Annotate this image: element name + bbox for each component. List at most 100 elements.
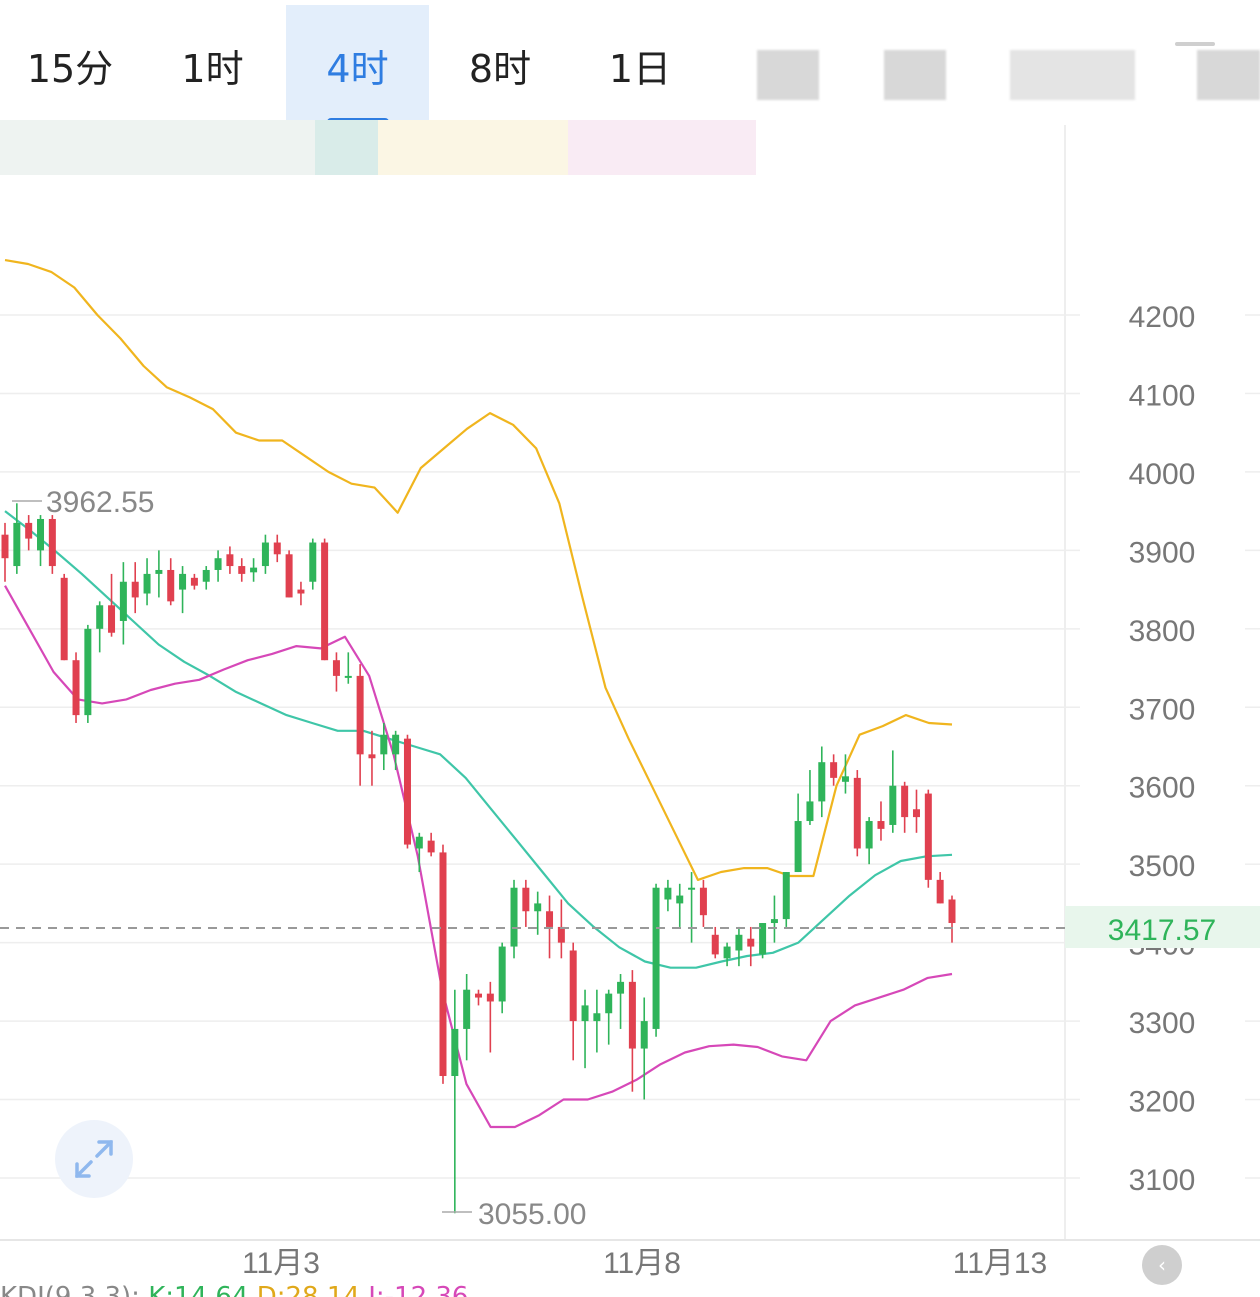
candle-body — [392, 734, 400, 755]
candle-body — [356, 675, 364, 755]
candle — [143, 558, 151, 606]
timeframe-tabbar: 15分 1时 4时 8时 1日 — [0, 0, 1260, 125]
candle — [1, 522, 9, 582]
grid-lines — [0, 314, 1260, 1179]
candle — [25, 515, 33, 551]
blurred-tab — [884, 50, 946, 100]
candle-body — [72, 660, 80, 716]
candle — [261, 534, 269, 574]
candlestick-chart[interactable]: 4200410040003900380037003600350034003300… — [0, 125, 1260, 1283]
candle-body — [818, 762, 826, 802]
expand-button[interactable] — [55, 1120, 133, 1198]
candle — [238, 558, 246, 582]
tab-4hour[interactable]: 4时 — [286, 5, 429, 125]
candle-body — [593, 1013, 601, 1022]
candle — [723, 942, 731, 967]
candle — [475, 989, 482, 1006]
candle-body — [782, 872, 790, 920]
tab-15min[interactable]: 15分 — [26, 46, 114, 91]
menu-icon[interactable] — [1175, 42, 1215, 46]
candle — [321, 538, 329, 661]
candle-body — [368, 754, 376, 759]
kdj-prefix: KDJ(9,3,3): — [0, 1283, 140, 1297]
candle — [13, 503, 21, 574]
candle-body — [581, 1005, 589, 1022]
candle-body — [403, 738, 411, 845]
candle — [108, 573, 116, 637]
blurred-legend — [315, 120, 378, 175]
candle-body — [380, 734, 388, 755]
candle — [699, 879, 707, 927]
candle — [569, 942, 577, 1061]
candle-body — [747, 938, 755, 947]
candle — [664, 879, 672, 912]
candle — [605, 989, 613, 1045]
candle — [510, 879, 518, 959]
candle — [640, 997, 648, 1100]
kdj-k-value: K:14.64 — [148, 1283, 248, 1297]
high-price-label: 3962.55 — [46, 486, 154, 519]
y-axis-labels: 4200410040003900380037003600350034003300… — [1129, 301, 1196, 1197]
candle — [380, 722, 388, 771]
candle — [865, 817, 873, 865]
candle-body — [830, 762, 838, 778]
candle — [226, 546, 234, 574]
candle-body — [155, 569, 163, 574]
candle — [309, 538, 317, 590]
candle — [167, 558, 175, 606]
candle-body — [96, 605, 104, 629]
candle-body — [557, 926, 565, 943]
candle-body — [877, 821, 885, 829]
y-tick-label: 4000 — [1129, 458, 1196, 491]
candle-body — [605, 993, 613, 1014]
candle — [155, 550, 163, 598]
candle-body — [108, 605, 116, 633]
candle-body — [25, 522, 33, 539]
expand-icon — [75, 1140, 113, 1178]
k-line-toggle-button[interactable]: ‹ — [1142, 1245, 1182, 1285]
candle — [759, 923, 767, 959]
candle — [179, 566, 187, 614]
blurred-legend — [568, 120, 756, 175]
candle-body — [475, 993, 482, 998]
candle — [593, 989, 601, 1053]
candle-body — [179, 573, 187, 590]
candle — [676, 883, 684, 927]
candle-body — [131, 581, 139, 598]
candle-body — [664, 887, 672, 900]
candle-body — [534, 903, 542, 912]
candle — [853, 770, 861, 857]
x-tick-label: 11月3 — [242, 1247, 320, 1280]
kdj-j-value: J:-12.36 — [368, 1283, 468, 1297]
candle — [841, 754, 849, 794]
candle — [794, 793, 802, 873]
candle — [924, 789, 932, 888]
tab-8hour[interactable]: 8时 — [468, 46, 532, 91]
candle-body — [924, 793, 932, 880]
candle-body — [865, 821, 873, 849]
blurred-tab — [1197, 50, 1260, 100]
candle-body — [60, 577, 68, 661]
y-tick-label: 3200 — [1129, 1086, 1196, 1119]
candle — [48, 515, 56, 574]
candle-body — [770, 919, 778, 924]
candle-body — [119, 581, 127, 621]
blurred-tab — [757, 50, 819, 100]
candle-body — [912, 809, 920, 818]
candle-body — [569, 950, 577, 1022]
candle — [782, 872, 790, 927]
tab-1hour[interactable]: 1时 — [181, 46, 244, 91]
x-axis-labels: 11月3 11月8 11月13 — [242, 1247, 1047, 1280]
candle — [877, 801, 885, 841]
tab-1day[interactable]: 1日 — [608, 46, 672, 91]
candle — [534, 891, 542, 935]
candle — [617, 974, 625, 1029]
candle — [297, 581, 305, 606]
candle — [806, 770, 814, 825]
candle — [344, 652, 352, 684]
candle-body — [143, 573, 151, 594]
candle-body — [344, 675, 352, 678]
candle — [818, 746, 826, 818]
candle-body — [486, 993, 494, 1002]
candle — [652, 883, 660, 1037]
